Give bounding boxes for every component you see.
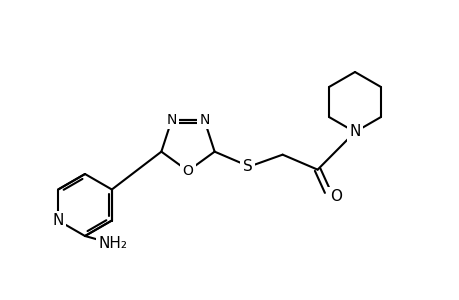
Text: O: O — [182, 164, 193, 178]
Text: N: N — [52, 213, 64, 228]
Text: S: S — [242, 159, 252, 174]
Text: N: N — [348, 124, 360, 140]
Text: NH₂: NH₂ — [98, 236, 127, 250]
Text: O: O — [329, 189, 341, 204]
Text: N: N — [166, 113, 176, 127]
Text: N: N — [199, 113, 209, 127]
